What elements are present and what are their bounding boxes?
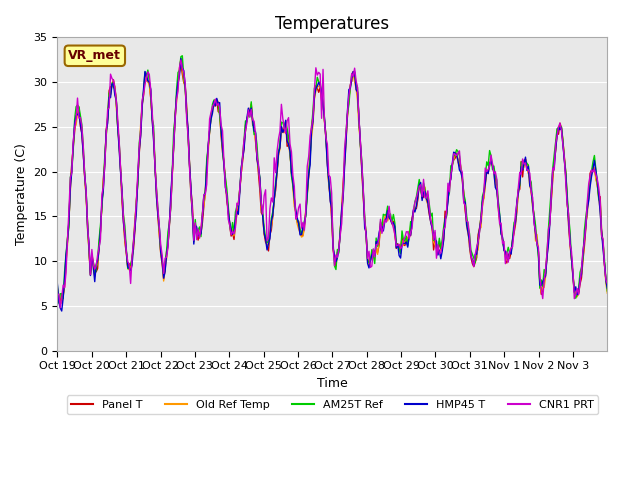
Legend: Panel T, Old Ref Temp, AM25T Ref, HMP45 T, CNR1 PRT: Panel T, Old Ref Temp, AM25T Ref, HMP45 … [67,396,598,414]
Text: VR_met: VR_met [68,49,121,62]
Title: Temperatures: Temperatures [275,15,389,33]
X-axis label: Time: Time [317,377,348,390]
Y-axis label: Temperature (C): Temperature (C) [15,143,28,245]
